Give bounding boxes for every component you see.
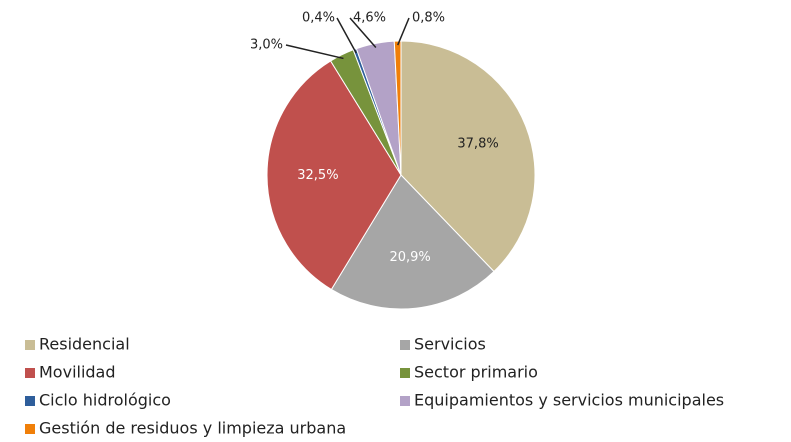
- leader-line: [349, 17, 377, 48]
- leader-line: [285, 44, 344, 60]
- data-label: 0,4%: [302, 11, 335, 26]
- legend-swatch: [400, 368, 410, 378]
- legend-swatch: [400, 340, 410, 350]
- legend-label: Movilidad: [39, 363, 116, 382]
- legend-label: Residencial: [39, 335, 130, 354]
- data-label: 37,8%: [457, 136, 498, 151]
- legend-swatch: [25, 396, 35, 406]
- pie-slice: [393, 40, 402, 176]
- data-label: 0,8%: [412, 11, 445, 26]
- legend-swatch: [25, 424, 35, 434]
- legend-label: Ciclo hidrológico: [39, 391, 171, 410]
- legend-label: Equipamientos y servicios municipales: [414, 391, 724, 410]
- data-label: 4,6%: [353, 11, 386, 26]
- legend-label: Gestión de residuos y limpieza urbana: [39, 419, 346, 438]
- legend-label: Servicios: [414, 335, 486, 354]
- data-label: 3,0%: [250, 38, 283, 53]
- data-label: 32,5%: [297, 168, 338, 183]
- data-label: 20,9%: [389, 250, 430, 265]
- leader-line: [397, 17, 410, 46]
- legend-swatch: [400, 396, 410, 406]
- legend-swatch: [25, 368, 35, 378]
- leader-line: [336, 17, 357, 54]
- pie-slice: [266, 60, 402, 291]
- pie-slice: [330, 174, 495, 310]
- legend-label: Sector primario: [414, 363, 538, 382]
- legend-swatch: [25, 340, 35, 350]
- pie-slice: [400, 40, 536, 273]
